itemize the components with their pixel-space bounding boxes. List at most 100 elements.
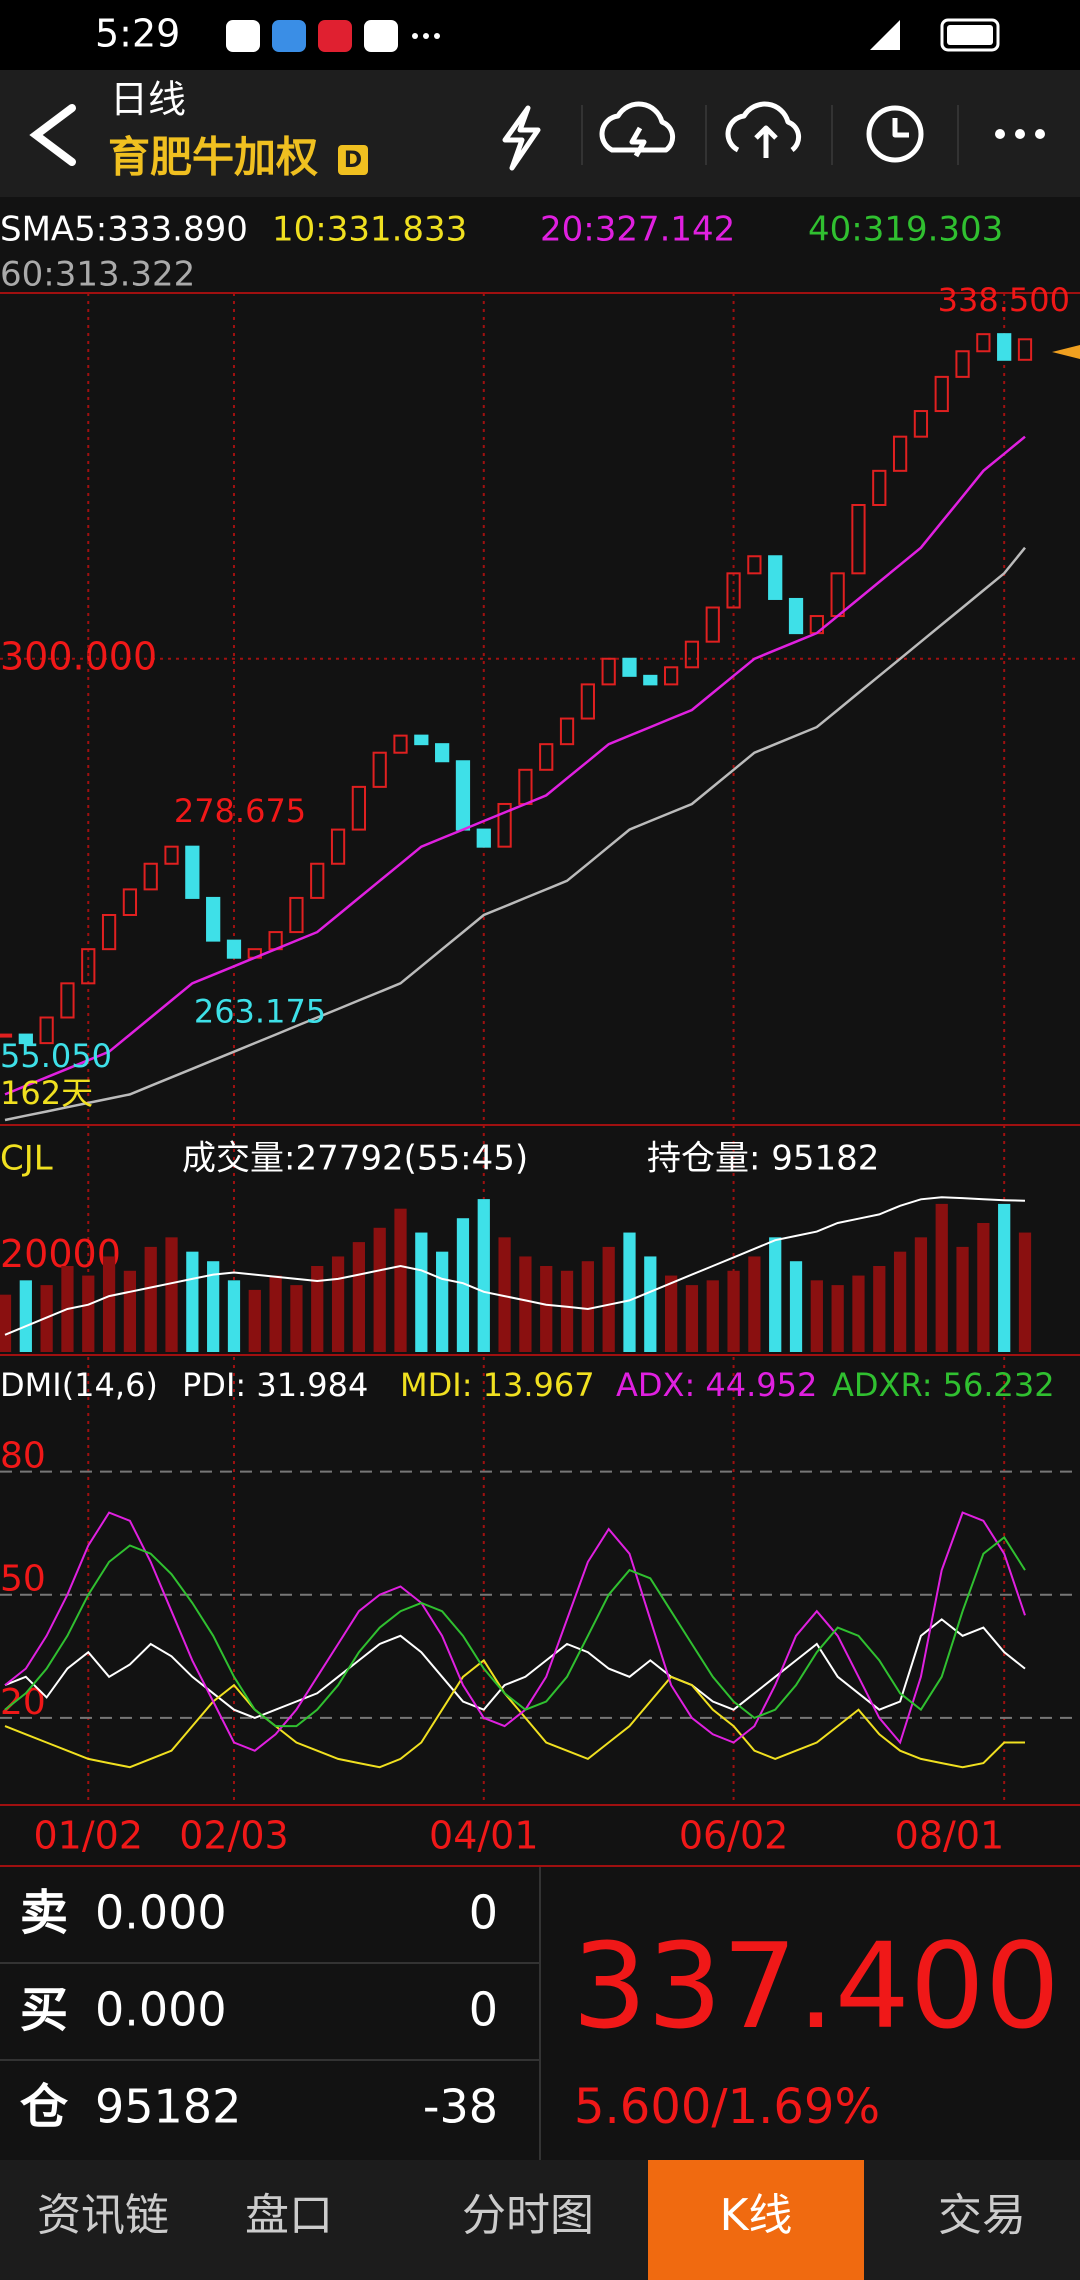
- cloud-upload-button[interactable]: [725, 101, 802, 158]
- candle: [39, 1016, 54, 1045]
- candle: [559, 717, 575, 746]
- volume-bar: [186, 1251, 199, 1352]
- volume-bar: [914, 1237, 928, 1352]
- battery: [940, 18, 1000, 52]
- volume-bar: [810, 1280, 823, 1352]
- candle: [934, 375, 949, 413]
- volume-bar: [436, 1251, 449, 1352]
- candle: [414, 734, 429, 746]
- candle: [185, 845, 200, 899]
- volume-bar: [456, 1218, 470, 1352]
- dmi-line: [4, 1658, 1025, 1769]
- candle: [601, 657, 616, 686]
- candle: [164, 845, 179, 865]
- cloud-sync-button[interactable]: [599, 101, 676, 158]
- row-price: 0.000: [95, 1983, 227, 2037]
- price-annotation: 263.175: [194, 992, 326, 1030]
- volume-bar: [1018, 1232, 1032, 1352]
- candle: [81, 948, 96, 985]
- ma60-text: 60:313.322: [0, 255, 195, 295]
- candle: [330, 828, 346, 865]
- candle: [1017, 338, 1033, 361]
- dot[interactable]: [1015, 129, 1025, 139]
- plots: 338.500 278.675 263.175: [0, 281, 1080, 1769]
- volume-bar: [852, 1275, 865, 1352]
- candle: [913, 410, 929, 438]
- candle: [622, 657, 637, 677]
- volume-bar: [893, 1251, 907, 1352]
- volume-bar: [269, 1275, 282, 1352]
- ma5-text: SMA5:333.890: [0, 210, 248, 250]
- open-interest-line: [4, 1196, 1026, 1336]
- tab[interactable]: K线: [720, 2190, 793, 2241]
- candle: [539, 743, 554, 771]
- candle: [955, 350, 970, 378]
- price-change: 5.600/1.69%: [574, 2079, 880, 2135]
- history-button[interactable]: [866, 105, 924, 163]
- candle: [122, 888, 138, 916]
- volume-bar: [519, 1256, 532, 1352]
- ma40-text: 40:319.303: [808, 210, 1003, 250]
- flash-button[interactable]: [502, 105, 541, 171]
- candle: [226, 939, 242, 959]
- app-icon: [226, 20, 260, 52]
- back-button[interactable]: [29, 104, 76, 166]
- volume-bar: [498, 1237, 511, 1352]
- grid: 300.000 01/02 02/03 04/01 06/02 08/01 20000 80 5…: [0, 293, 1080, 1858]
- candle: [18, 1033, 33, 1045]
- x-tick-label: 06/02: [679, 1814, 789, 1858]
- candle: [643, 674, 658, 686]
- volume-bar: [165, 1237, 178, 1352]
- row-price: 95182: [95, 2080, 241, 2134]
- volume-bar: [873, 1266, 886, 1352]
- tab[interactable]: 盘口: [245, 2190, 333, 2241]
- volume-bar: [415, 1232, 428, 1352]
- row-label: 买: [20, 1982, 68, 2038]
- clock-hands: [892, 118, 909, 138]
- open-interest-text: 持仓量: 95182: [647, 1139, 879, 1179]
- legend-entry: PDI: 31.984: [182, 1366, 368, 1404]
- tab[interactable]: 分时图: [462, 2190, 594, 2241]
- y-tick-label: 300.000: [0, 634, 157, 678]
- volume-bar: [123, 1270, 137, 1352]
- ma-line: [4, 435, 1026, 1096]
- tab[interactable]: 资讯链: [37, 2190, 169, 2241]
- volume-bar: [727, 1270, 740, 1352]
- tab-bar: [0, 2160, 1080, 2280]
- candle: [997, 333, 1012, 361]
- candle: [580, 683, 595, 720]
- candle: [476, 828, 491, 848]
- volume-bar: [665, 1275, 678, 1352]
- dot[interactable]: [995, 129, 1005, 139]
- row-volume: 0: [469, 1886, 498, 1940]
- candle: [892, 435, 908, 472]
- candle: [289, 896, 304, 934]
- tabs: 资讯链 盘口 分时图 K线 交易: [37, 2160, 1026, 2280]
- volume-bar: [581, 1261, 594, 1352]
- dmi-line: [4, 1535, 1026, 1728]
- quote-rows: 卖 0.000 0 买 0.000 0 仓 95182 -38: [20, 1885, 498, 2135]
- tab[interactable]: 交易: [938, 2190, 1026, 2241]
- x-tick-label: 01/02: [34, 1814, 144, 1858]
- volume-bar: [102, 1256, 116, 1352]
- legend-entry: ADX: 44.952: [616, 1366, 817, 1404]
- volume-bar: [311, 1266, 324, 1352]
- volume-name: CJL: [0, 1139, 53, 1179]
- candle: [664, 666, 679, 686]
- candle: [684, 640, 700, 669]
- y-tick-label: 50: [0, 1559, 46, 1600]
- dot: [423, 33, 429, 39]
- dot: [412, 33, 418, 39]
- volume-bar: [477, 1199, 490, 1352]
- dot: [434, 33, 440, 39]
- candle: [705, 606, 720, 643]
- current-price-marker: [1052, 345, 1080, 359]
- volume-bar: [290, 1285, 303, 1352]
- volume-bar: [560, 1270, 574, 1352]
- volume-bar: [540, 1266, 553, 1352]
- dmi-legend: PDI: 31.984 MDI: 13.967 ADX: 44.952 ADXR: 5…: [182, 1366, 1055, 1404]
- volume-bar: [352, 1242, 365, 1352]
- dot[interactable]: [1035, 129, 1045, 139]
- ma10-text: 10:331.833: [272, 210, 467, 250]
